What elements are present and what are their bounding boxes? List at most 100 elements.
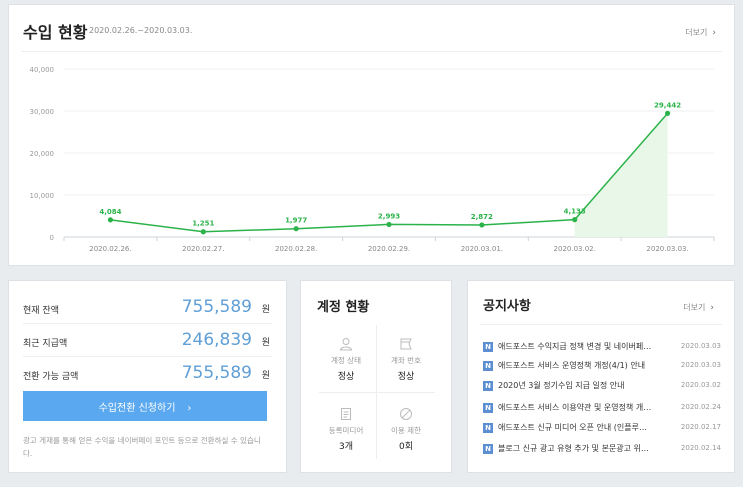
notice-item[interactable]: N 2020년 3월 정기수입 지급 일정 안내 2020.03.02 [483, 379, 721, 393]
balance-row-current: 현재 잔액 755,589 원 [23, 291, 272, 324]
balance-amount: 755,589 [181, 297, 252, 317]
balance-amount: 755,589 [181, 363, 252, 383]
notice-item[interactable]: N 애드포스트 서비스 운영정책 개정(4/1) 안내 2020.03.03 [483, 359, 721, 373]
prohibit-icon [400, 408, 412, 420]
divider [480, 324, 722, 325]
data-point [479, 222, 485, 228]
chevron-right-icon: › [187, 402, 192, 414]
notice-date: 2020.02.14 [680, 444, 721, 452]
divider [21, 51, 722, 52]
data-label: 1,977 [285, 217, 307, 225]
data-point [107, 217, 114, 223]
revenue-chart: 0 10,000 20,000 30,000 40,000 2020.02.26. 2020… [30, 66, 715, 253]
notice-badge-icon: N [483, 342, 493, 352]
y-tick-label: 30,000 [30, 108, 55, 116]
convert-revenue-button[interactable]: 수입전환 신청하기 › [23, 391, 267, 421]
notice-date: 2020.03.03 [680, 342, 721, 350]
x-tick-label: 2020.02.29. [368, 245, 410, 253]
balance-row-recent-payment: 최근 지급액 246,839 원 [23, 324, 272, 357]
data-label: 4,084 [99, 208, 121, 216]
person-icon [339, 338, 353, 351]
convert-button-label: 수입전환 신청하기 [98, 402, 176, 414]
y-tick-label: 0 [50, 234, 54, 242]
y-tick-label: 40,000 [30, 66, 55, 74]
notice-item[interactable]: N 애드포스트 수익지급 정책 변경 및 네이버페… 2020.03.03 [483, 340, 721, 354]
revenue-title: 수입 현황 [23, 23, 88, 42]
data-label: 2,872 [471, 213, 493, 221]
notices-panel: 공지사항 더보기 › N 애드포스트 수익지급 정책 변경 및 네이버페… 202… [467, 280, 735, 473]
notices-title: 공지사항 [483, 299, 531, 314]
currency-unit: 원 [261, 371, 270, 381]
notice-date: 2020.03.03 [680, 361, 721, 369]
notice-title[interactable]: 2020년 3월 정기수입 지급 일정 안내 [498, 381, 625, 390]
notices-more-label: 더보기 [683, 303, 706, 312]
account-cell-label: 계좌 번호 [391, 356, 421, 365]
x-tick-label: 2020.02.27. [182, 245, 224, 253]
notice-badge-icon: N [483, 423, 493, 433]
data-point [200, 229, 206, 235]
revenue-panel: 수입 현황 2020.02.26.~2020.03.03. 더보기 › 0 10,0… [8, 4, 735, 266]
notice-badge-icon: N [483, 444, 493, 454]
notice-date: 2020.02.24 [680, 403, 721, 411]
account-cell-value: 정상 [397, 372, 415, 382]
account-cell-bank-account: 계좌 번호 정상 [377, 325, 435, 389]
revenue-more-link[interactable]: 더보기 › [685, 27, 716, 38]
y-tick-label: 20,000 [30, 150, 55, 158]
account-title: 계정 현황 [317, 300, 370, 315]
notice-title[interactable]: 애드포스트 신규 미디어 오픈 안내 (인플루… [498, 423, 647, 432]
data-point [293, 226, 299, 232]
balance-label: 최근 지급액 [23, 339, 68, 349]
x-tick-label: 2020.02.28. [275, 245, 317, 253]
notices-more-link[interactable]: 더보기 › [683, 302, 714, 313]
data-label: 4,133 [564, 208, 586, 216]
currency-unit: 원 [261, 338, 270, 348]
balance-panel: 현재 잔액 755,589 원 최근 지급액 246,839 원 전환 가능 금… [8, 280, 287, 473]
account-cell-status: 계정 상태 정상 [317, 325, 375, 389]
balance-label: 전환 가능 금액 [23, 372, 79, 382]
x-tick-label: 2020.03.01. [461, 245, 503, 253]
notice-date: 2020.02.17 [680, 423, 721, 431]
revenue-period: 2020.02.26.~2020.03.03. [89, 26, 193, 35]
y-tick-label: 10,000 [30, 192, 55, 200]
notice-item[interactable]: N 블로그 신규 광고 유형 추가 및 본문광고 위… 2020.02.14 [483, 442, 721, 456]
notice-title[interactable]: 애드포스트 서비스 이용약관 및 운영정책 개… [498, 403, 652, 412]
account-cell-label: 계정 상태 [331, 356, 361, 365]
account-cell-media: 등록미디어 3개 [317, 395, 375, 459]
document-icon [341, 408, 351, 420]
x-tick-label: 2020.03.03. [646, 245, 688, 253]
notice-item[interactable]: N 애드포스트 신규 미디어 오픈 안내 (인플루… 2020.02.17 [483, 421, 721, 435]
notice-badge-icon: N [483, 403, 493, 413]
currency-unit: 원 [261, 305, 270, 315]
notice-title[interactable]: 블로그 신규 광고 유형 추가 및 본문광고 위… [498, 444, 649, 453]
x-tick-label: 2020.02.26. [89, 245, 131, 253]
notice-title[interactable]: 애드포스트 서비스 운영정책 개정(4/1) 안내 [498, 361, 646, 370]
balance-label: 현재 잔액 [23, 306, 59, 316]
chevron-right-icon: › [710, 303, 714, 313]
data-label: 29,442 [654, 101, 681, 109]
notice-badge-icon: N [483, 361, 493, 371]
notice-badge-icon: N [483, 381, 493, 391]
chevron-right-icon: › [712, 28, 716, 38]
card-icon [400, 338, 412, 350]
x-tick-label: 2020.03.02. [554, 245, 596, 253]
data-label: 2,993 [378, 212, 400, 220]
series-area [574, 113, 668, 237]
account-cell-restriction: 이용 제한 0회 [377, 395, 435, 459]
account-cell-value: 3개 [338, 442, 353, 452]
balance-note: 광고 게재를 통해 얻은 수익을 네이버페이 포인트 등으로 전환하실 수 있습… [23, 436, 261, 458]
data-point [386, 221, 392, 228]
account-cell-value: 정상 [337, 372, 355, 382]
notice-title[interactable]: 애드포스트 수익지급 정책 변경 및 네이버페… [498, 342, 652, 351]
balance-amount: 246,839 [181, 330, 252, 350]
notice-date: 2020.03.02 [680, 381, 721, 389]
notice-item[interactable]: N 애드포스트 서비스 이용약관 및 운영정책 개… 2020.02.24 [483, 401, 721, 415]
account-cell-label: 등록미디어 [328, 426, 364, 435]
account-cell-label: 이용 제한 [391, 426, 421, 435]
data-point [664, 110, 671, 116]
account-status-panel: 계정 현황 계정 상태 정상 계좌 번호 정상 등록미디어 3개 이용 [300, 280, 452, 473]
data-point [572, 217, 578, 223]
balance-row-convertible: 전환 가능 금액 755,589 원 [23, 357, 272, 389]
divider [319, 392, 435, 393]
data-label: 1,251 [192, 220, 214, 228]
account-cell-value: 0회 [398, 442, 413, 452]
